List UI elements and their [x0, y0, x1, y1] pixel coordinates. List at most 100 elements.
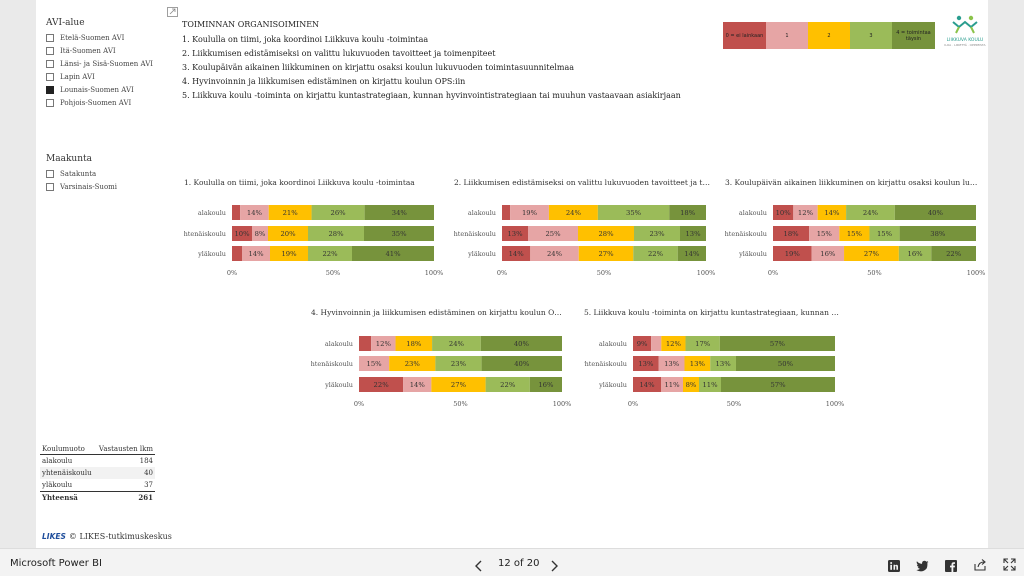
bar-segment[interactable] [633, 377, 661, 392]
bar-segment[interactable] [811, 246, 845, 261]
bar-segment[interactable] [684, 356, 711, 371]
avi-slicer-item[interactable]: Länsi- ja Sisä-Suomen AVI [46, 57, 176, 70]
avi-slicer-item[interactable]: Lounais-Suomen AVI [46, 83, 176, 96]
bar-segment[interactable] [268, 205, 312, 220]
avi-slicer-item[interactable]: Pohjois-Suomen AVI [46, 96, 176, 109]
bar-segment[interactable] [597, 205, 670, 220]
bar-segment[interactable] [389, 356, 436, 371]
table-header-koulumuoto[interactable]: Koulumuoto [42, 444, 85, 453]
bar-segment[interactable] [710, 356, 736, 371]
facebook-icon[interactable] [945, 557, 957, 572]
bar-segment[interactable] [502, 246, 531, 261]
bar-segment[interactable] [485, 377, 530, 392]
bar-segment[interactable] [359, 336, 372, 351]
bar-segment[interactable] [528, 226, 578, 241]
bar-segment[interactable] [529, 377, 562, 392]
bar-segment[interactable] [308, 226, 364, 241]
bar-segment[interactable] [364, 226, 434, 241]
bar-segment[interactable] [661, 336, 686, 351]
bar-segment[interactable] [773, 205, 794, 220]
share-icon[interactable] [974, 556, 987, 571]
bar-segment[interactable] [403, 377, 432, 392]
bar-segment[interactable] [735, 356, 835, 371]
bar-segment[interactable] [359, 377, 404, 392]
bar-segment[interactable] [658, 356, 685, 371]
bar-segment[interactable] [435, 356, 482, 371]
bar-segment[interactable] [719, 336, 835, 351]
bar-segment[interactable] [817, 205, 847, 220]
bar-segment[interactable] [634, 226, 680, 241]
bar-segment[interactable] [633, 356, 659, 371]
maakunta-slicer-item[interactable]: Varsinais-Suomi [46, 180, 176, 193]
linkedin-icon[interactable] [888, 557, 900, 572]
bar-segment[interactable] [308, 246, 352, 261]
bar-segment[interactable] [480, 336, 562, 351]
bar-segment[interactable] [661, 377, 683, 392]
bar-segment[interactable] [395, 336, 433, 351]
bar-segment[interactable] [232, 246, 242, 261]
checkbox[interactable] [46, 169, 54, 178]
maakunta-slicer-item[interactable]: Satakunta [46, 167, 176, 180]
bar-segment[interactable] [352, 246, 434, 261]
checkbox[interactable] [46, 98, 54, 107]
twitter-icon[interactable] [916, 557, 929, 572]
bar-segment[interactable] [669, 205, 706, 220]
avi-slicer-item[interactable]: Itä-Suomen AVI [46, 44, 176, 57]
app-name[interactable]: Microsoft Power BI [10, 558, 102, 569]
expand-icon[interactable] [167, 2, 178, 17]
bar-segment[interactable] [232, 226, 252, 241]
bar-segment[interactable] [677, 246, 706, 261]
bar-segment[interactable] [431, 377, 486, 392]
bar-segment[interactable] [432, 336, 481, 351]
bar-segment[interactable] [773, 246, 812, 261]
bar-segment[interactable] [240, 205, 269, 220]
checkbox[interactable] [46, 59, 54, 68]
bar-segment[interactable] [680, 226, 706, 241]
bar-segment[interactable] [371, 336, 396, 351]
bar-segment[interactable] [364, 205, 434, 220]
bar-segment[interactable] [931, 246, 976, 261]
checkbox[interactable] [46, 46, 54, 55]
bar-segment[interactable] [311, 205, 365, 220]
bar-segment[interactable] [510, 205, 549, 220]
bar-segment[interactable] [633, 246, 678, 261]
bar-segment[interactable] [530, 246, 579, 261]
checkbox[interactable] [46, 85, 54, 94]
bar-segment[interactable] [809, 226, 840, 241]
bar-segment[interactable] [268, 226, 308, 241]
bar-segment[interactable] [578, 226, 634, 241]
bar-segment[interactable] [839, 226, 870, 241]
bar-segment[interactable] [846, 205, 895, 220]
prev-page-icon[interactable] [473, 557, 485, 572]
table-header-count[interactable]: Vastausten lkm [98, 444, 153, 453]
bar-segment[interactable] [633, 336, 652, 351]
checkbox[interactable] [46, 33, 54, 42]
checkbox[interactable] [46, 72, 54, 81]
bar-segment[interactable] [502, 205, 511, 220]
bar-segment[interactable] [232, 205, 241, 220]
avi-slicer-item[interactable]: Etelä-Suomen AVI [46, 31, 176, 44]
bar-segment[interactable] [869, 226, 900, 241]
bar-segment[interactable] [699, 377, 721, 392]
bar-segment[interactable] [844, 246, 899, 261]
bar-segment[interactable] [359, 356, 390, 371]
bar-segment[interactable] [252, 226, 268, 241]
bar-segment[interactable] [721, 377, 835, 392]
bar-segment[interactable] [242, 246, 270, 261]
next-page-icon[interactable] [548, 557, 560, 572]
bar-segment[interactable] [894, 205, 976, 220]
fullscreen-icon[interactable] [1003, 556, 1016, 571]
avi-slicer-item[interactable]: Lapin AVI [46, 70, 176, 83]
bar-segment[interactable] [685, 336, 720, 351]
bar-segment[interactable] [651, 336, 662, 351]
checkbox[interactable] [46, 182, 54, 191]
bar-segment[interactable] [502, 226, 528, 241]
bar-segment[interactable] [578, 246, 634, 261]
bar-segment[interactable] [899, 226, 976, 241]
bar-segment[interactable] [548, 205, 598, 220]
bar-segment[interactable] [898, 246, 932, 261]
bar-segment[interactable] [683, 377, 699, 392]
bar-segment[interactable] [773, 226, 810, 241]
bar-segment[interactable] [481, 356, 562, 371]
bar-segment[interactable] [270, 246, 308, 261]
